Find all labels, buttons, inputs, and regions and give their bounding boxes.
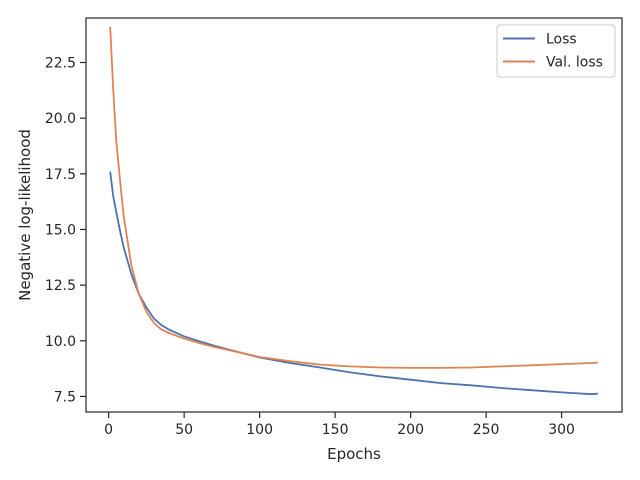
x-axis-title: Epochs xyxy=(327,445,381,463)
x-tick-label: 250 xyxy=(473,422,500,438)
legend: Loss Val. loss xyxy=(496,24,616,78)
x-tick-label: 200 xyxy=(397,422,424,438)
x-tick-label: 50 xyxy=(175,422,193,438)
y-tick-label: 22.5 xyxy=(45,56,76,72)
x-tick-label: 100 xyxy=(246,422,273,438)
y-tick-label: 10.0 xyxy=(45,334,76,350)
y-tick-label: 15.0 xyxy=(45,222,76,238)
y-tick-label: 12.5 xyxy=(45,278,76,294)
x-tick-label: 300 xyxy=(548,422,575,438)
series-line-val-loss xyxy=(109,26,598,369)
plot-area xyxy=(85,17,623,413)
y-tick-label: 7.5 xyxy=(54,389,76,405)
x-tick-label: 0 xyxy=(104,422,113,438)
series-line-loss xyxy=(109,171,598,396)
legend-label-loss: Loss xyxy=(546,32,577,48)
series-layer xyxy=(109,26,598,396)
y-axis-title: Negative log-likelihood xyxy=(16,129,34,301)
legend-label-val-loss: Val. loss xyxy=(546,55,603,71)
x-axis-ticks: 0 50 100 150 200 250 300 xyxy=(104,412,575,438)
y-tick-label: 20.0 xyxy=(45,111,76,127)
y-axis-ticks: 7.5 10.0 12.5 15.0 17.5 20.0 22.5 xyxy=(45,56,86,405)
y-tick-label: 17.5 xyxy=(45,167,76,183)
x-tick-label: 150 xyxy=(322,422,349,438)
